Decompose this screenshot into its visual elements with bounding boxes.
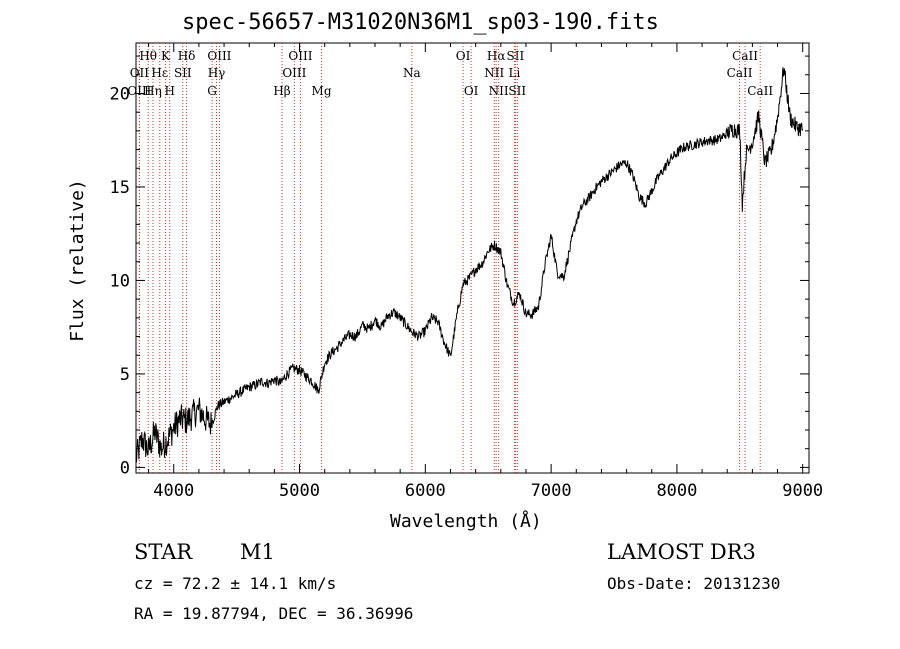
line-marker-label: Hθ bbox=[139, 49, 157, 63]
redshift-velocity: cz = 72.2 ± 14.1 km/s bbox=[134, 574, 337, 593]
line-marker-label: Mg bbox=[312, 84, 332, 98]
line-marker-label: OI bbox=[464, 84, 479, 98]
line-marker-label: CaII bbox=[732, 49, 758, 63]
line-marker-label: SII bbox=[507, 49, 525, 63]
chart-title: spec-56657-M31020N36M1_sp03-190.fits bbox=[182, 10, 659, 35]
line-marker-label: SII bbox=[174, 66, 192, 80]
y-axis-label: Flux (relative) bbox=[66, 179, 88, 342]
observation-date: Obs-Date: 20131230 bbox=[607, 574, 781, 593]
line-marker-label: Hγ bbox=[208, 66, 226, 80]
line-marker-label: OIII bbox=[207, 49, 231, 63]
line-marker-label: Hδ bbox=[178, 49, 196, 63]
line-marker-label: Hβ bbox=[273, 84, 290, 98]
y-tick-label: 15 bbox=[110, 178, 130, 198]
x-tick-label: 7000 bbox=[531, 481, 572, 501]
x-tick-label: 6000 bbox=[405, 481, 446, 501]
y-tick-label: 5 bbox=[120, 365, 130, 385]
axis-ticks: 4000 5000 6000 7000 8000 9000 0 5 10 15 20 bbox=[110, 43, 823, 501]
line-marker-label: K bbox=[161, 49, 171, 63]
line-marker-label: OIII bbox=[282, 66, 306, 80]
line-marker-label: CaII bbox=[727, 66, 753, 80]
line-marker-label: OIII bbox=[288, 49, 312, 63]
x-tick-label: 9000 bbox=[782, 481, 823, 501]
line-marker-label: SII bbox=[508, 84, 526, 98]
sky-coordinates: RA = 19.87794, DEC = 36.36996 bbox=[134, 604, 414, 623]
line-marker-label: Hη bbox=[144, 84, 162, 98]
line-marker-label: Li bbox=[508, 66, 520, 80]
line-marker-label: Na bbox=[403, 66, 421, 80]
x-tick-label: 5000 bbox=[279, 481, 320, 501]
y-tick-label: 0 bbox=[120, 458, 130, 478]
flux-line bbox=[135, 67, 804, 463]
object-class: STAR bbox=[134, 540, 193, 564]
line-marker-label: H bbox=[164, 84, 174, 98]
line-marker-label: G bbox=[207, 84, 217, 98]
line-marker-label: Hα bbox=[487, 49, 506, 63]
x-axis-label: Wavelength (Å) bbox=[390, 511, 542, 532]
line-marker-label: NII bbox=[489, 84, 509, 98]
y-tick-label: 20 bbox=[110, 84, 130, 104]
x-tick-label: 4000 bbox=[153, 481, 194, 501]
line-marker-label: NII bbox=[484, 66, 504, 80]
line-marker-label: OI bbox=[456, 49, 471, 63]
plot-frame bbox=[135, 42, 810, 474]
y-tick-label: 10 bbox=[110, 271, 130, 291]
line-marker-label: OIII bbox=[127, 84, 151, 98]
line-marker-label: CaII bbox=[747, 84, 773, 98]
object-subclass: M1 bbox=[240, 540, 275, 564]
line-marker-label: Hε bbox=[151, 66, 168, 80]
x-tick-label: 8000 bbox=[656, 481, 697, 501]
flux-series bbox=[135, 67, 804, 463]
survey-name: LAMOST DR3 bbox=[607, 540, 756, 564]
